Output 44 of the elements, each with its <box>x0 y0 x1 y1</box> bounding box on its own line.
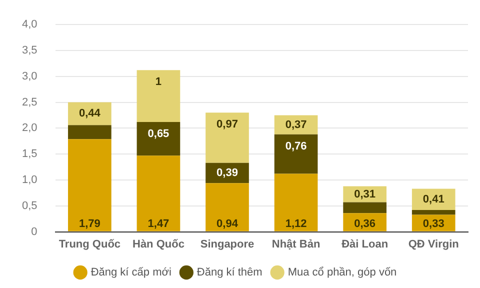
legend-label: Mua cổ phần, góp vốn <box>288 266 397 279</box>
y-tick-label: 2,5 <box>22 96 38 108</box>
y-tick-label: 3,0 <box>22 70 38 82</box>
data-label: 0,37 <box>285 118 307 131</box>
y-tick-label: 1,5 <box>22 148 38 160</box>
data-label: 0,94 <box>216 218 239 230</box>
x-tick-label: Trung Quốc <box>58 238 121 250</box>
y-tick-label: 4,0 <box>22 18 38 31</box>
data-label: 1,79 <box>78 218 100 230</box>
data-label: 0,41 <box>422 193 444 206</box>
bar <box>136 70 180 122</box>
data-label: 1,47 <box>148 218 170 230</box>
data-label: 0,97 <box>216 118 238 131</box>
bar <box>136 156 180 232</box>
bar <box>343 202 386 214</box>
y-tick-label: 2,0 <box>22 122 38 134</box>
bar <box>412 210 456 215</box>
data-label: 0,65 <box>148 128 170 140</box>
legend-label: Đăng kí cấp mới <box>90 266 172 279</box>
data-label: 0,76 <box>285 140 307 152</box>
data-label: 0,44 <box>78 108 102 120</box>
data-label: 0,36 <box>354 218 376 230</box>
bar <box>68 139 112 232</box>
data-label: 0,39 <box>216 167 238 180</box>
y-tick-label: 3,5 <box>22 44 38 57</box>
x-tick-label: Singapore <box>200 238 254 250</box>
bar <box>136 122 180 156</box>
y-tick-label: 0 <box>31 226 38 238</box>
x-tick-label: Đài Loan <box>342 238 388 250</box>
y-tick-label: 0,5 <box>22 200 38 212</box>
x-tick-label: QĐ Virgin <box>408 238 460 250</box>
x-tick-label: Nhật Bản <box>272 238 320 250</box>
data-label: 0,33 <box>422 218 444 230</box>
bar <box>68 125 112 140</box>
bar <box>206 183 249 232</box>
data-label: 0,31 <box>354 188 376 200</box>
data-label: 1,12 <box>285 218 307 230</box>
legend-label: Đăng kí thêm <box>196 266 262 279</box>
x-tick-label: Hàn Quốc <box>132 238 184 250</box>
y-tick-label: 1,0 <box>22 174 38 186</box>
bar <box>274 174 318 232</box>
bar <box>274 134 318 174</box>
bar <box>206 112 249 163</box>
data-label: 1 <box>155 76 162 88</box>
